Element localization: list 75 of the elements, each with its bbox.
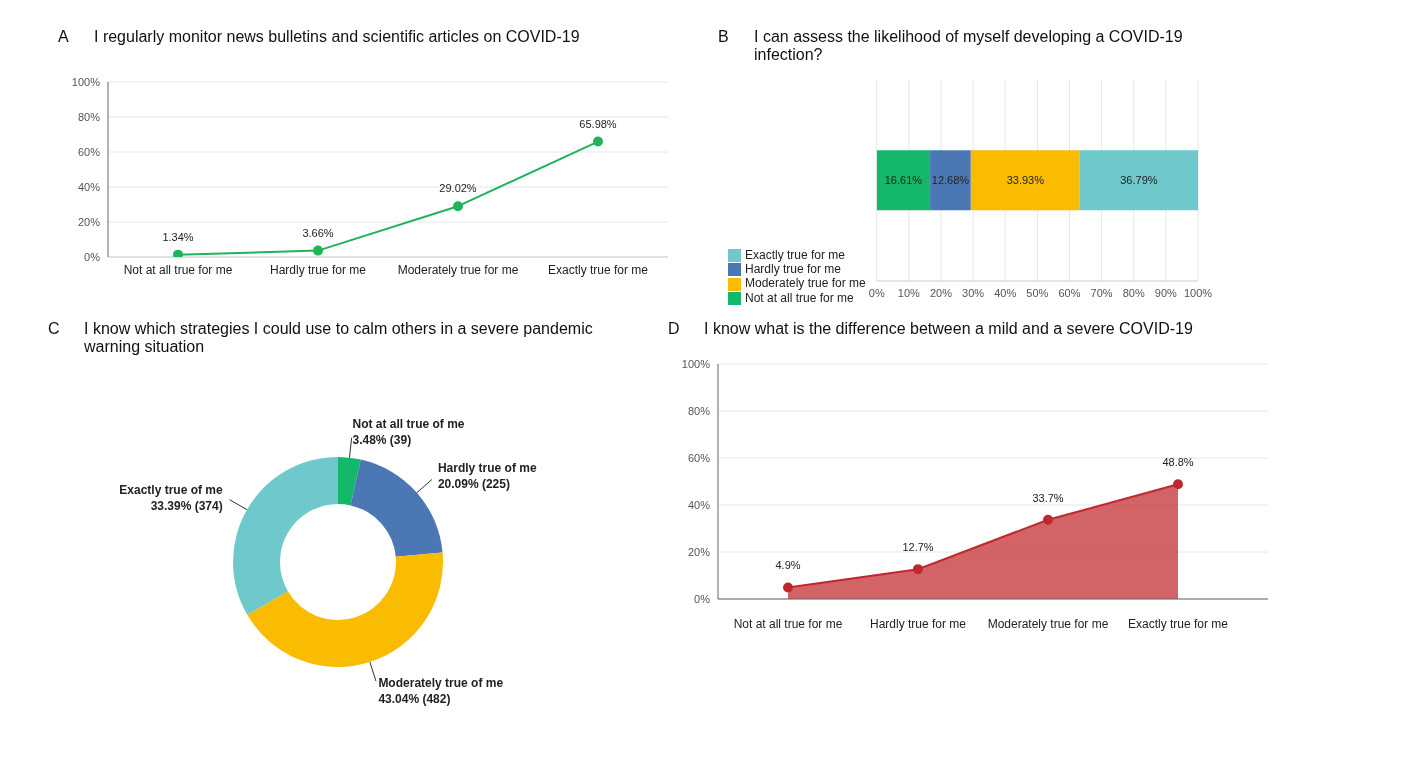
text: A [58, 28, 69, 45]
data-label: 3.48% (39) [352, 432, 412, 447]
chart-title: I know what is the difference between a mild and a severe COVID-19 [704, 320, 1193, 338]
x-tick-label: Moderately true for me [987, 616, 1109, 631]
donut-slice [338, 457, 361, 506]
y-tick-label: 60% [77, 145, 101, 158]
point [453, 201, 463, 212]
slice-label: Not at all true of me [352, 416, 465, 431]
x-tick-label: 0% [868, 286, 885, 299]
y-tick-label: 40% [77, 180, 101, 193]
bar [1079, 150, 1198, 211]
y-tick-label: 40% [687, 498, 711, 511]
x-tick-label: Hardly true for me [269, 262, 367, 277]
bar [930, 150, 971, 211]
point [913, 564, 923, 575]
x-tick-label: Exactly true for me [547, 262, 649, 277]
data-label: 29.02% [439, 182, 477, 195]
y-tick-label: 100% [71, 75, 101, 88]
bar [876, 150, 931, 211]
x-tick-label: Not at all true for me [123, 262, 233, 277]
data-label: 4.9% [775, 559, 801, 572]
data-label: 48.8% [1162, 456, 1194, 469]
x-tick-label: Hardly true for me [869, 616, 967, 631]
text: C [48, 320, 60, 337]
y-tick-label: 20% [687, 545, 711, 558]
data-label: 33.93% [1006, 174, 1045, 187]
x-tick-label: 70% [1090, 286, 1113, 299]
point [1173, 479, 1183, 490]
data-label: 33.39% (374) [150, 498, 223, 513]
y-tick-label: 20% [77, 215, 101, 228]
x-tick-label: 90% [1154, 286, 1178, 299]
x-tick-label: 80% [1122, 286, 1145, 299]
x-tick-label: 10% [897, 286, 921, 299]
data-label: 16.61% [884, 174, 923, 187]
slice-label: Exactly true of me [119, 482, 224, 497]
data-label: 3.66% [302, 226, 334, 239]
point [173, 249, 183, 257]
data-label: 1.34% [162, 230, 194, 243]
x-tick-label: 30% [962, 286, 985, 299]
data-label: 36.79% [1120, 174, 1158, 187]
x-tick-label: 20% [929, 286, 953, 299]
data-label: 12.7% [902, 541, 934, 554]
chart-title: I know which strategies I could use to calm others in a severe pandemic warning situation [84, 320, 594, 356]
y-tick-label: 60% [687, 451, 711, 464]
slice-label: Hardly true of me [437, 461, 537, 476]
point [783, 582, 793, 593]
point [593, 136, 603, 147]
chart-title: I can assess the likelihood of myself developing a COVID-19 infection? [754, 28, 1184, 64]
donut-slice [233, 457, 338, 615]
x-tick-label: Moderately true for me [397, 262, 519, 277]
data-label: 20.09% (225) [437, 477, 510, 492]
text: D [668, 320, 680, 337]
data-label: 43.04% (482) [378, 691, 451, 706]
text: B [718, 28, 729, 45]
y-tick-label: 100% [681, 357, 711, 370]
y-tick-label: 0% [84, 250, 101, 263]
x-tick-label: Not at all true for me [733, 616, 843, 631]
bar [970, 150, 1080, 211]
legend-label: Exactly true for me [745, 247, 846, 262]
slice-label: Moderately true of me [378, 675, 504, 690]
point [1043, 514, 1053, 525]
y-tick-label: 0% [694, 592, 711, 605]
y-tick-label: 80% [77, 110, 101, 123]
chart-title: I regularly monitor news bulletins and scientific articles on COVID-19 [94, 28, 580, 46]
y-tick-label: 80% [687, 404, 711, 417]
x-tick-label: 40% [994, 286, 1017, 299]
x-tick-label: 50% [1026, 286, 1049, 299]
data-label: 65.98% [579, 117, 617, 130]
donut-slice [247, 552, 443, 667]
x-tick-label: Exactly true for me [1127, 616, 1229, 631]
data-label: 12.68% [931, 174, 970, 187]
x-tick-label: 60% [1058, 286, 1081, 299]
data-label: 33.7% [1032, 491, 1064, 504]
x-tick-label: 100% [1183, 286, 1213, 299]
point [313, 245, 323, 256]
